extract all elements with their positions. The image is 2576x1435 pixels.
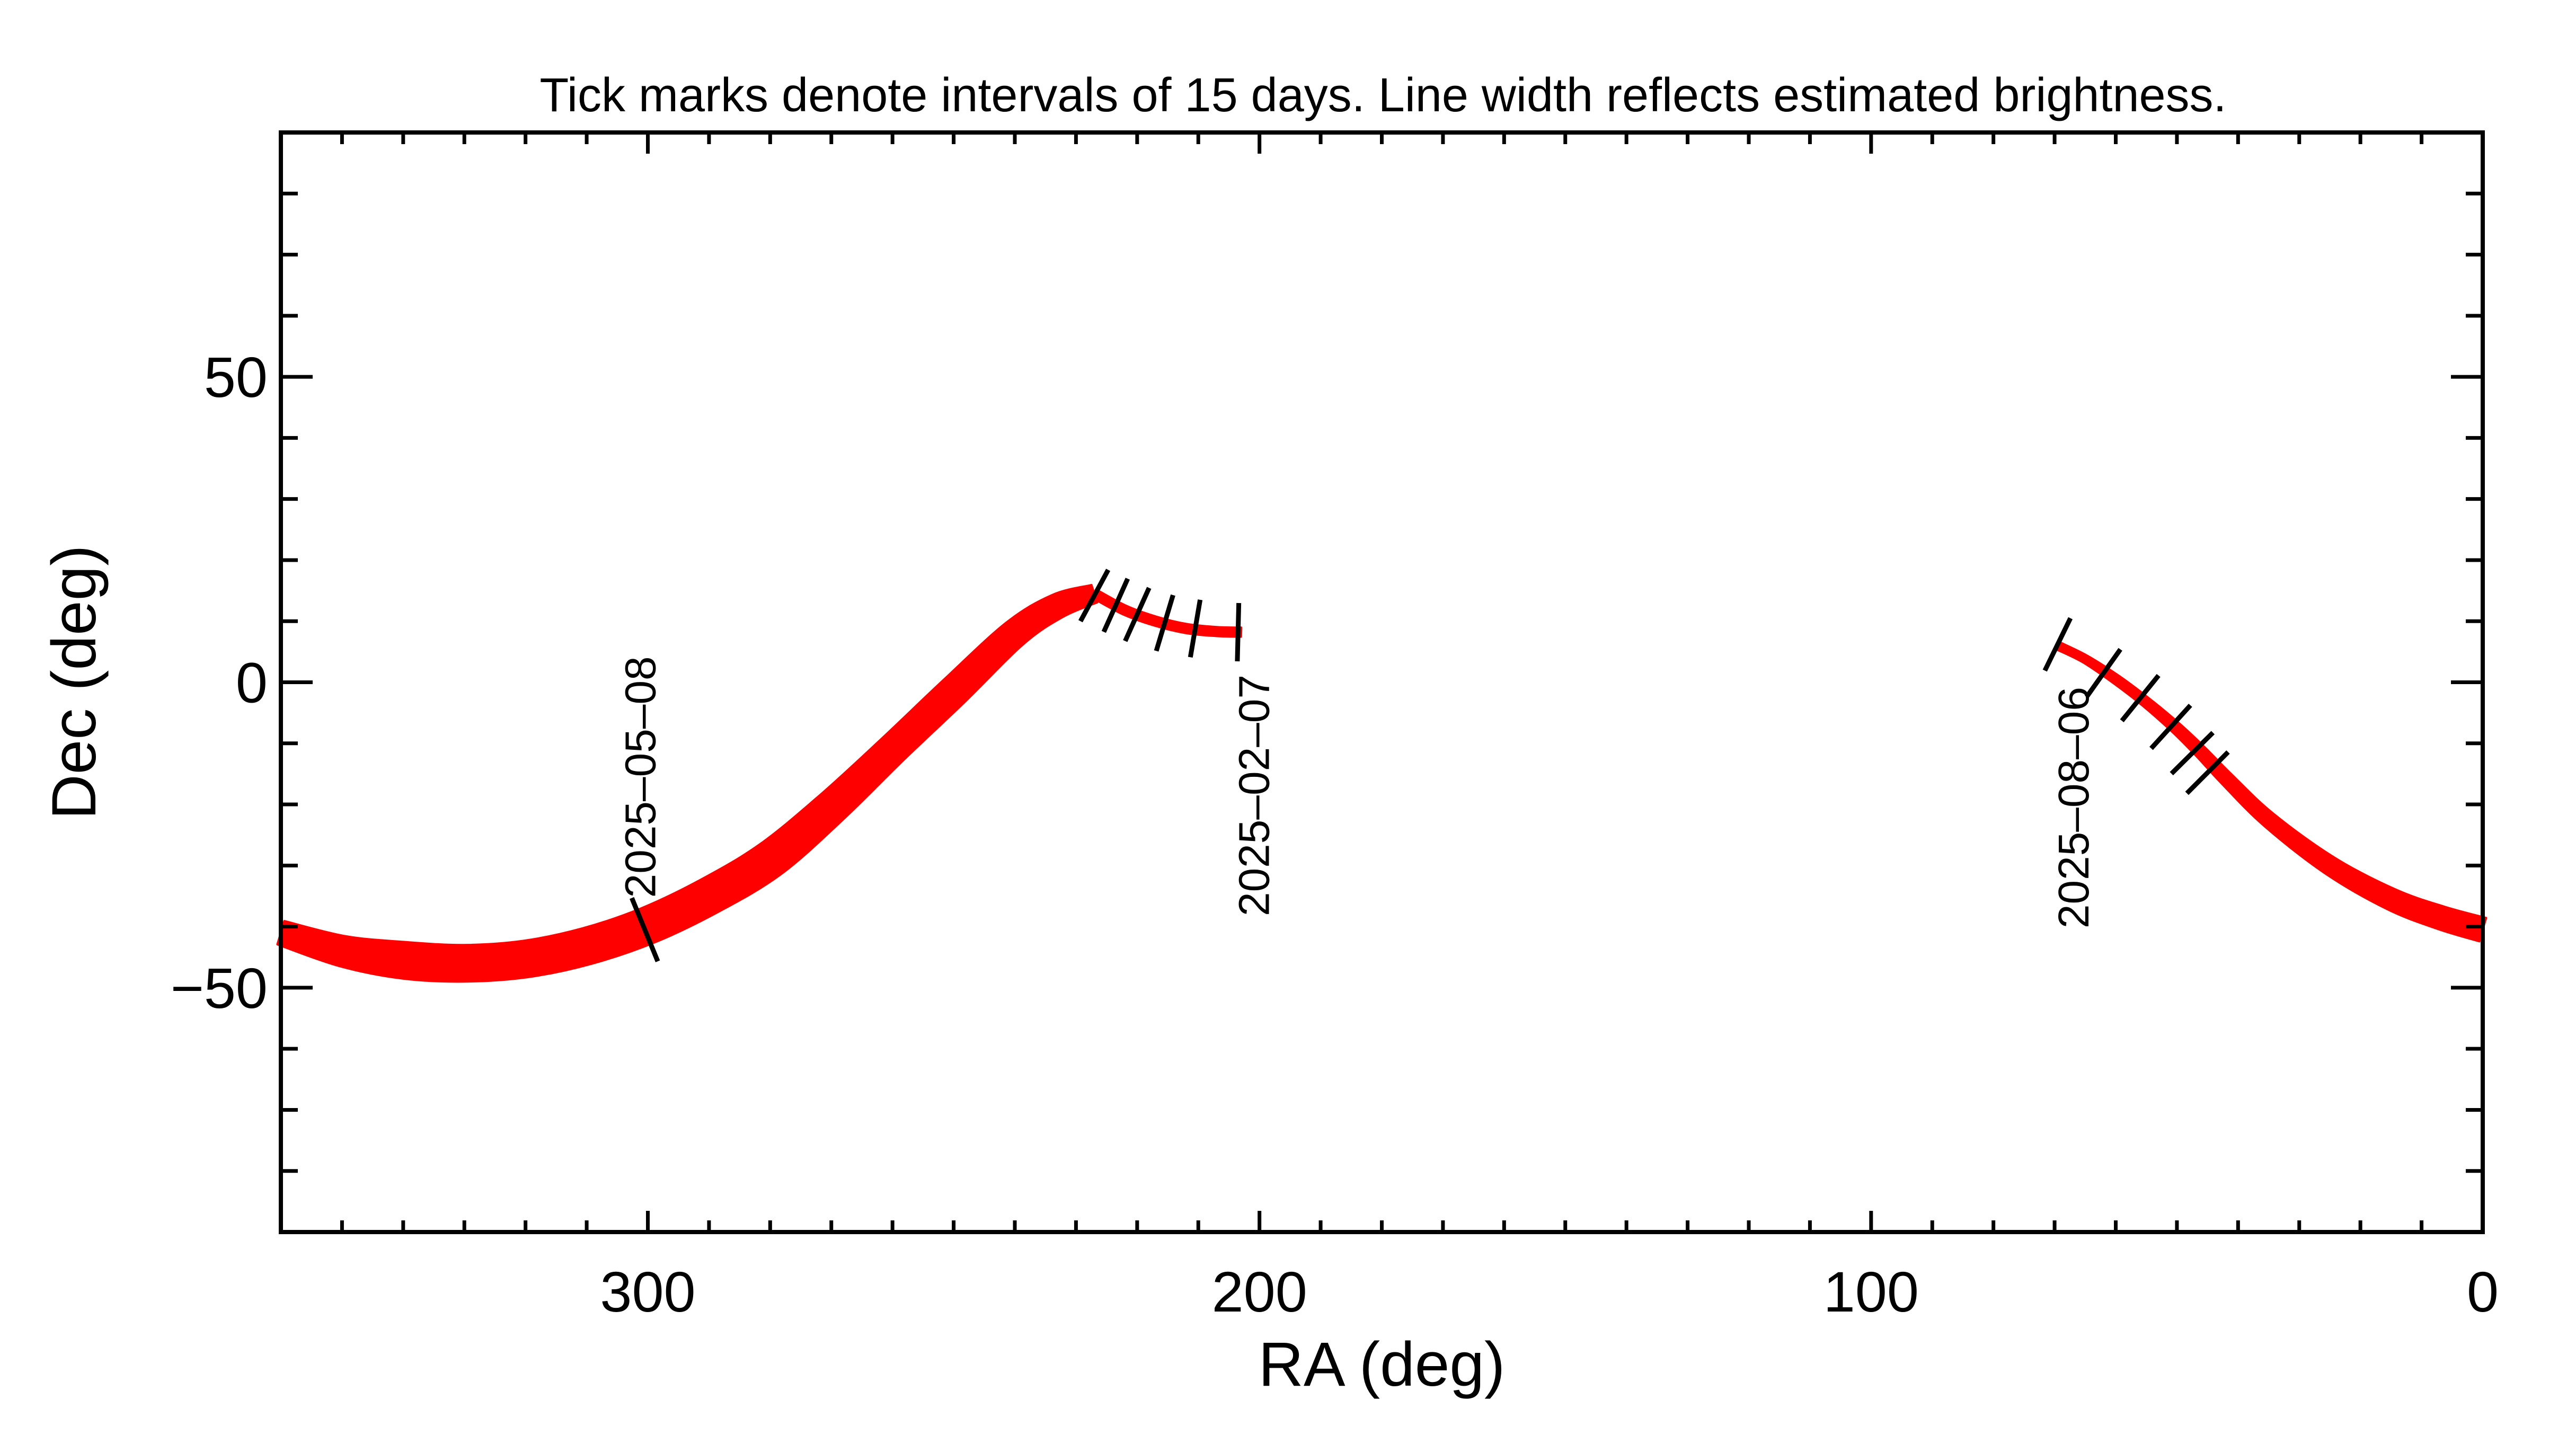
track-1-line: [276, 583, 1099, 983]
track-3-tick-mark: [2042, 617, 2073, 672]
track-2-tick-mark: [1188, 599, 1203, 658]
tick-labels-layer: 300 200 100 0 50 0 −50: [171, 345, 2499, 1324]
y-tick-label: −50: [171, 956, 268, 1020]
track-2-tick-mark: [1078, 569, 1111, 623]
track-2-tick-mark: [1154, 594, 1175, 652]
track-3-tick-mark: [2084, 648, 2122, 698]
track-1-date-label: 2025–05–08: [617, 656, 665, 898]
x-axis-title: RA (deg): [1259, 1330, 1506, 1399]
tracks-layer: [276, 583, 2488, 983]
y-tick-label: 50: [204, 345, 268, 409]
track-2-tick-mark: [1235, 603, 1242, 662]
x-tick-label: 300: [600, 1260, 695, 1324]
track-3-date-label: 2025–08–06: [2050, 687, 2098, 928]
x-tick-label: 200: [1212, 1260, 1307, 1324]
date-labels-layer: 2025–05–08 2025–02–07 2025–08–06: [617, 656, 2098, 928]
chart-title: Tick marks denote intervals of 15 days. …: [539, 69, 2226, 122]
track-2-tick-mark: [1123, 587, 1152, 642]
track-2-line: [1091, 588, 1243, 638]
track-2-date-label: 2025–02–07: [1230, 675, 1278, 916]
track-tick-marks-layer: [630, 569, 2230, 962]
track-1-tick-mark: [630, 897, 660, 962]
y-axis-title: Dec (deg): [39, 545, 109, 819]
track-3-tick-mark: [2120, 674, 2161, 723]
track-2-tick-mark: [1101, 578, 1130, 633]
x-tick-label: 100: [1823, 1260, 1919, 1324]
track-3-tick-mark: [2149, 703, 2192, 750]
plot-frame: [279, 130, 2485, 1234]
x-tick-label: 0: [2467, 1260, 2499, 1324]
y-tick-label: 0: [236, 651, 268, 715]
track-3-tick-mark: [2170, 731, 2215, 776]
track-3-tick-mark: [2185, 750, 2230, 795]
